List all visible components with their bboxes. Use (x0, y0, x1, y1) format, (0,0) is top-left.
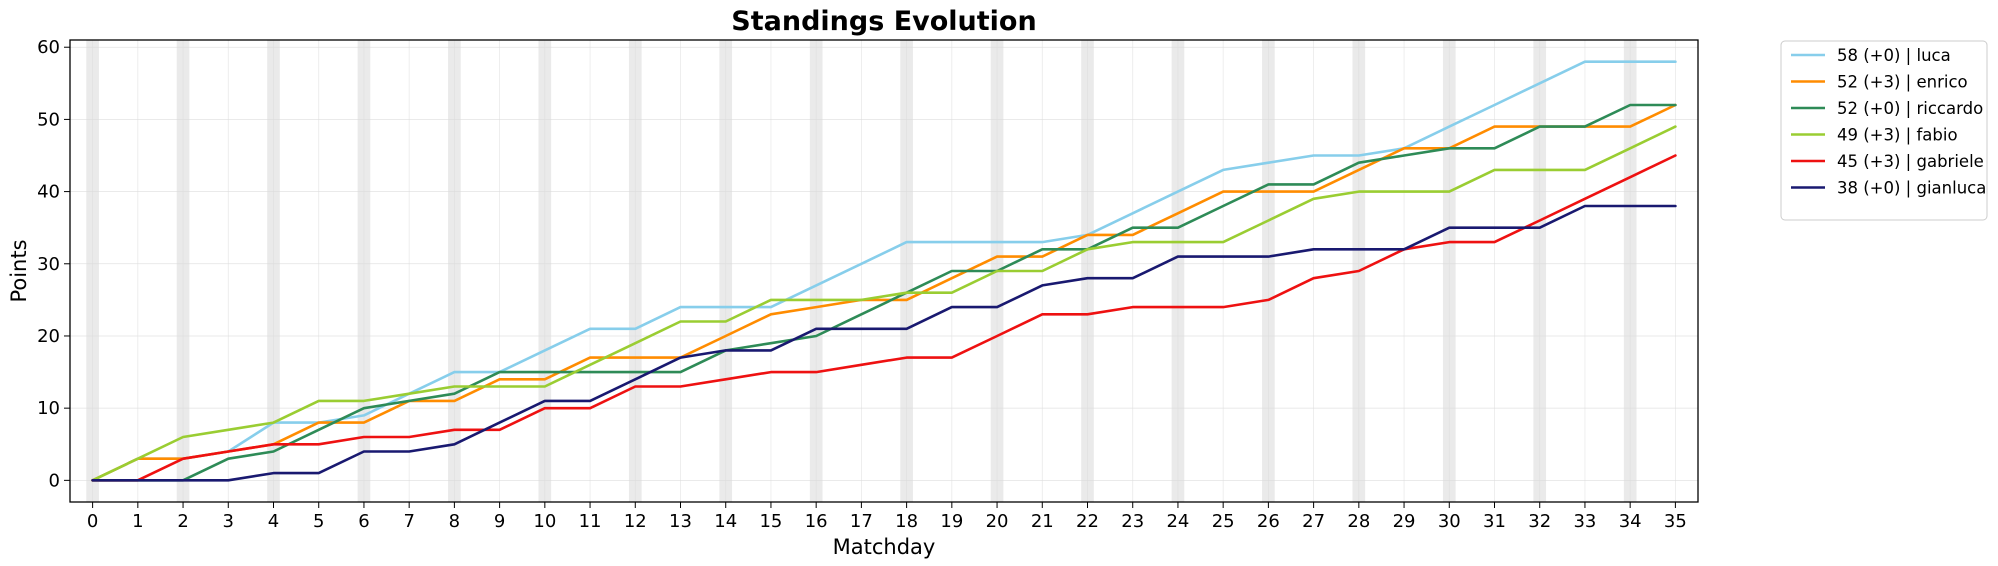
x-tick-label: 8 (449, 511, 460, 532)
series-line-5 (91, 204, 1677, 482)
x-tick-label: 4 (268, 511, 279, 532)
x-tick-label: 27 (1302, 511, 1325, 532)
x-tick-label: 19 (940, 511, 963, 532)
x-tick-label: 28 (1347, 511, 1370, 532)
x-tick-label: 25 (1212, 511, 1235, 532)
x-tick-label: 35 (1664, 511, 1687, 532)
y-tick-label: 40 (37, 182, 60, 203)
x-tick-label: 16 (805, 511, 828, 532)
series-line-0 (91, 60, 1677, 482)
x-axis-ticks: 0 1 2 3 4 5 6 7 8 9 10 11 12 13 14 15 16 17 18 19 20 21 22 23 24… (87, 502, 1687, 532)
x-tick-label: 10 (533, 511, 556, 532)
x-axis-label: Matchday (833, 535, 936, 559)
legend-entry-5: 38 (+0) | gianluca (1837, 179, 1986, 198)
x-tick-label: 18 (895, 511, 918, 532)
series-lines (91, 60, 1677, 482)
x-tick-label: 22 (1076, 511, 1099, 532)
y-tick-label: 30 (37, 254, 60, 275)
x-tick-label: 0 (87, 511, 98, 532)
x-tick-label: 14 (714, 511, 737, 532)
x-tick-label: 11 (579, 511, 602, 532)
x-tick-label: 17 (850, 511, 873, 532)
x-tick-label: 13 (669, 511, 692, 532)
legend: 58 (+0) | luca 52 (+3) | enrico 52 (+0) | … (1780, 40, 1988, 221)
x-tick-label: 20 (986, 511, 1009, 532)
y-tick-label: 0 (49, 470, 60, 491)
y-tick-label: 50 (37, 109, 60, 130)
y-tick-label: 60 (37, 37, 60, 58)
x-tick-label: 30 (1438, 511, 1461, 532)
y-tick-label: 10 (37, 398, 60, 419)
x-tick-label: 23 (1121, 511, 1144, 532)
series-line-3 (91, 125, 1677, 482)
x-tick-label: 33 (1573, 511, 1596, 532)
x-tick-label: 21 (1031, 511, 1054, 532)
x-tick-label: 29 (1393, 511, 1416, 532)
x-tick-label: 32 (1528, 511, 1551, 532)
y-axis-label: Points (7, 239, 31, 302)
x-tick-label: 1 (132, 511, 143, 532)
x-tick-label: 24 (1166, 511, 1189, 532)
legend-entry-1: 52 (+3) | enrico (1837, 73, 1968, 92)
x-tick-label: 31 (1483, 511, 1506, 532)
x-tick-label: 7 (403, 511, 414, 532)
legend-entry-0: 58 (+0) | luca (1837, 46, 1951, 65)
series-line-2 (91, 103, 1677, 482)
x-tick-label: 12 (624, 511, 647, 532)
x-tick-label: 15 (759, 511, 782, 532)
x-tick-label: 5 (313, 511, 324, 532)
legend-entry-3: 49 (+3) | fabio (1837, 126, 1958, 145)
x-tick-label: 26 (1257, 511, 1280, 532)
series-line-1 (91, 103, 1677, 482)
chart-title: Standings Evolution (731, 6, 1036, 37)
plot-frame (69, 39, 1699, 503)
legend-entry-4: 45 (+3) | gabriele (1837, 152, 1984, 171)
legend-entry-2: 52 (+0) | riccardo (1837, 99, 1983, 118)
x-tick-label: 34 (1619, 511, 1642, 532)
x-tick-label: 3 (223, 511, 234, 532)
x-tick-label: 2 (177, 511, 188, 532)
legend-box (1780, 40, 1988, 221)
y-tick-label: 20 (37, 326, 60, 347)
series-line-4 (91, 154, 1677, 482)
x-tick-label: 6 (358, 511, 369, 532)
y-axis-ticks: 0 10 20 30 40 50 60 (37, 37, 70, 491)
x-tick-label: 9 (494, 511, 505, 532)
